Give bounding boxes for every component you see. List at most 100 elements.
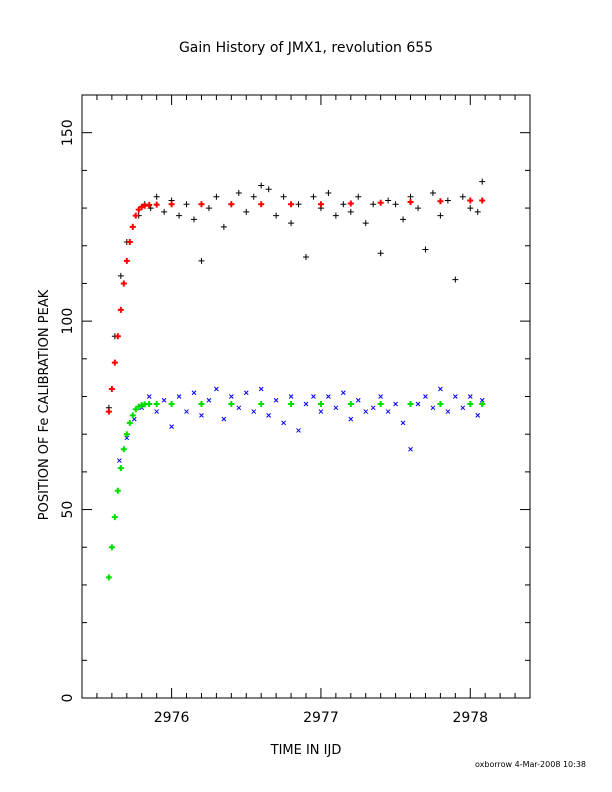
data-point	[459, 193, 466, 200]
data-point	[332, 212, 339, 219]
data-point	[146, 394, 152, 399]
data-point	[370, 405, 376, 411]
data-point	[205, 205, 212, 212]
data-point	[467, 205, 474, 212]
data-point	[199, 412, 204, 418]
data-point	[295, 201, 302, 208]
data-point	[288, 220, 295, 227]
data-point	[153, 401, 160, 408]
data-point	[355, 397, 361, 403]
data-point	[126, 238, 133, 245]
data-point	[129, 223, 136, 230]
data-point	[273, 212, 280, 219]
data-point	[132, 212, 139, 219]
data-point	[430, 405, 436, 411]
data-point	[479, 401, 486, 408]
data-point	[444, 197, 451, 204]
footer-stamp: oxborrow 4-Mar-2008 10:38	[475, 760, 586, 769]
data-point	[377, 401, 384, 408]
data-point	[265, 186, 272, 193]
data-point	[176, 394, 182, 399]
data-point	[445, 409, 451, 414]
data-point	[129, 412, 136, 419]
data-point	[479, 197, 486, 204]
data-point	[437, 212, 444, 219]
data-point	[116, 458, 122, 463]
data-point	[251, 409, 257, 414]
data-point	[355, 193, 362, 200]
y-tick-label: 50	[60, 501, 76, 519]
series-2	[116, 386, 485, 463]
data-point	[168, 401, 175, 408]
data-point	[206, 397, 212, 403]
data-point	[191, 390, 197, 396]
data-point	[415, 205, 421, 212]
data-point	[220, 223, 227, 230]
data-point	[407, 401, 414, 408]
data-point	[467, 401, 474, 408]
data-point	[243, 208, 250, 215]
data-point	[105, 574, 112, 581]
data-point	[281, 420, 286, 426]
data-point	[452, 276, 459, 283]
data-point	[303, 254, 309, 261]
data-point	[117, 306, 124, 313]
data-point	[385, 197, 392, 204]
data-point	[467, 394, 473, 399]
data-point	[378, 394, 384, 399]
data-point	[243, 390, 249, 396]
data-point	[303, 401, 309, 407]
data-point	[123, 431, 130, 438]
data-point	[123, 257, 130, 264]
data-point	[214, 386, 219, 392]
y-axis-label: POSITION OF Fe CALIBRATION PEAK	[37, 289, 52, 520]
data-point	[474, 208, 481, 215]
data-point	[147, 205, 154, 212]
data-point	[479, 397, 485, 403]
data-point	[429, 189, 436, 196]
data-point	[377, 250, 384, 257]
data-point	[228, 401, 235, 408]
data-point	[184, 409, 189, 414]
data-point	[362, 220, 369, 227]
data-point	[467, 197, 474, 204]
data-point	[452, 394, 458, 399]
data-point	[296, 428, 301, 433]
data-point	[153, 201, 160, 208]
data-point	[250, 193, 257, 200]
data-point	[392, 201, 399, 208]
data-point	[438, 386, 443, 392]
data-point	[333, 405, 339, 411]
data-point	[311, 394, 316, 399]
data-point	[370, 201, 377, 208]
data-point	[317, 201, 324, 208]
data-point	[168, 201, 175, 208]
y-tick-label: 100	[60, 308, 76, 335]
y-tick-label: 150	[60, 119, 76, 146]
data-point	[423, 394, 428, 399]
data-point	[479, 178, 486, 185]
data-point	[117, 272, 124, 279]
data-point	[385, 409, 391, 414]
data-point	[126, 419, 133, 426]
x-tick-label: 2978	[452, 710, 488, 726]
x-tick-label: 2977	[303, 710, 339, 726]
data-point	[198, 201, 205, 208]
data-point	[407, 193, 414, 200]
x-axis: 2976 2977 2978	[96, 95, 516, 726]
data-point	[124, 435, 130, 441]
data-point	[154, 409, 160, 414]
data-point	[326, 394, 331, 399]
data-point	[228, 394, 234, 399]
data-point	[114, 333, 121, 340]
data-point	[363, 409, 369, 414]
data-point	[437, 401, 444, 408]
x-axis-label: TIME IN IJD	[270, 743, 342, 758]
data-point	[120, 446, 127, 453]
data-point	[183, 201, 190, 208]
data-point	[340, 390, 346, 396]
data-point	[111, 359, 118, 366]
data-point	[325, 189, 332, 196]
data-series	[105, 178, 486, 581]
data-point	[108, 385, 115, 392]
